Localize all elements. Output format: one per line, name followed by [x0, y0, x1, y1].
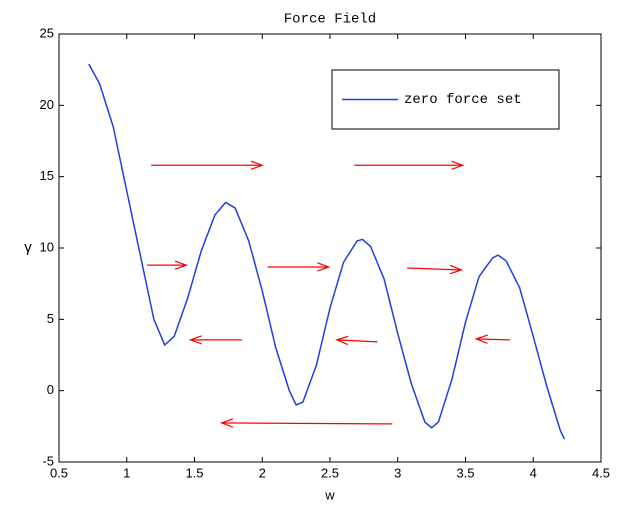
- legend-label: zero force set: [404, 92, 522, 108]
- y-tick-label: 20: [40, 97, 54, 112]
- line: [88, 63, 566, 440]
- arrow: [335, 335, 378, 346]
- chart-title: Force Field: [284, 12, 376, 28]
- arrow: [407, 264, 464, 275]
- y-axis-label: γ: [24, 239, 32, 256]
- x-tick-label: 2: [259, 465, 266, 480]
- arrow: [219, 418, 393, 428]
- y-tick-label: 10: [40, 239, 54, 254]
- x-tick-label: 4: [530, 465, 537, 480]
- arrow: [474, 334, 511, 344]
- x-tick-label: 1.5: [185, 465, 203, 480]
- x-tick-label: 2.5: [321, 465, 339, 480]
- x-tick-label: 0.5: [50, 465, 68, 480]
- y-tick-label: 25: [40, 25, 54, 40]
- arrow: [147, 260, 189, 270]
- arrow: [267, 262, 331, 272]
- x-tick-label: 3: [394, 465, 401, 480]
- y-tick-label: 5: [47, 311, 54, 326]
- y-tick-label: 0: [47, 382, 54, 397]
- x-tick-label: 4.5: [592, 465, 610, 480]
- arrow: [354, 160, 465, 170]
- x-axis-label: w: [324, 487, 335, 502]
- arrow: [151, 160, 264, 170]
- arrow: [188, 335, 242, 345]
- y-tick-label: -5: [42, 453, 54, 468]
- x-tick-label: 3.5: [456, 465, 474, 480]
- y-tick-label: 15: [40, 168, 54, 183]
- x-tick-label: 1: [123, 465, 130, 480]
